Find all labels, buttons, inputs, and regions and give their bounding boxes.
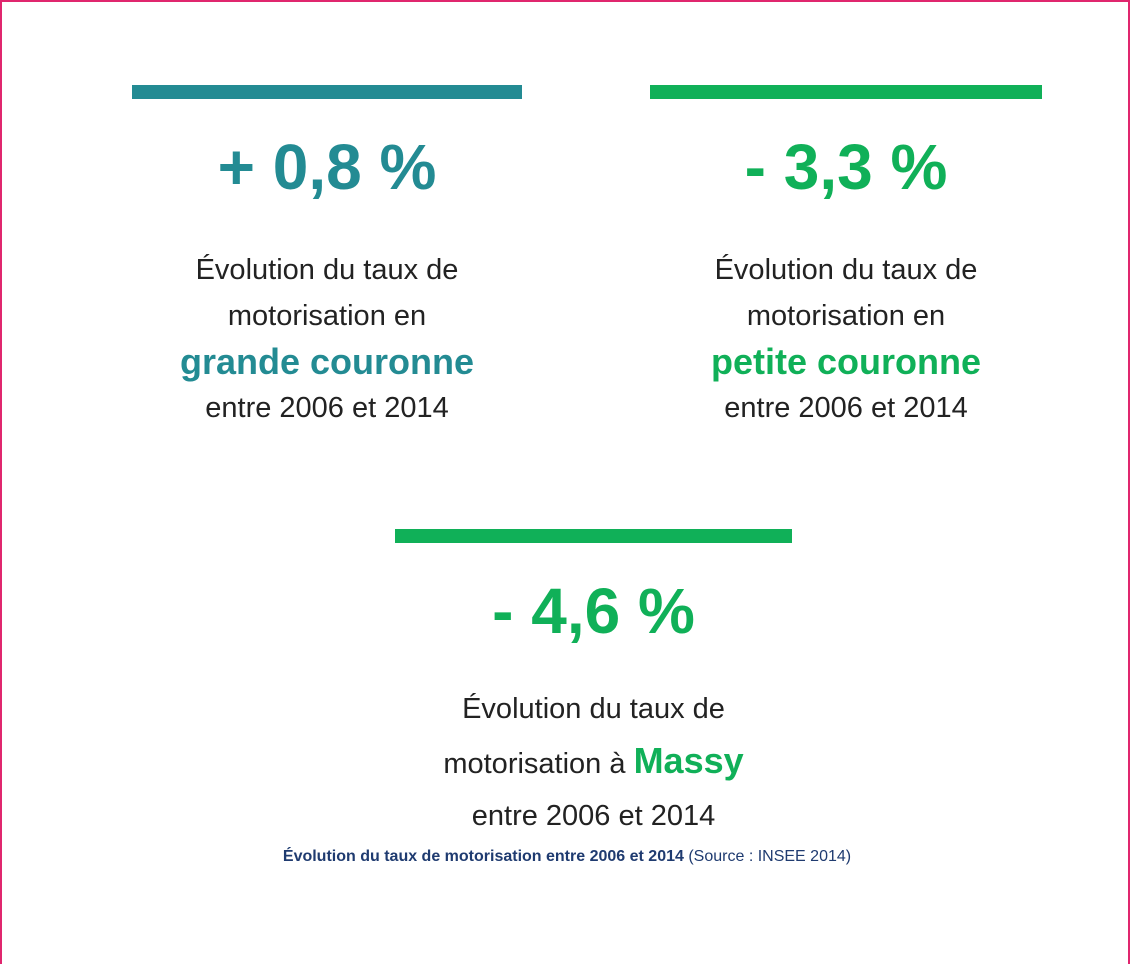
- desc-line: motorisation en: [746, 300, 946, 332]
- period: entre 2006 et 2014: [724, 392, 968, 424]
- accent-bar: [132, 85, 522, 99]
- desc-line: motorisation en: [227, 300, 427, 332]
- desc-line-wrap: motorisation à Massy: [395, 735, 792, 790]
- stat-value: - 4,6 %: [492, 575, 695, 647]
- period: entre 2006 et 2014: [471, 800, 716, 832]
- stat-description: Évolution du taux de motorisation en pet…: [650, 247, 1042, 431]
- accent-bar: [650, 85, 1042, 99]
- period: entre 2006 et 2014: [205, 392, 449, 424]
- stat-value: + 0,8 %: [217, 131, 437, 203]
- desc-line: Évolution du taux de: [714, 254, 978, 286]
- caption-source: (Source : INSEE 2014): [688, 848, 852, 865]
- stat-description: Évolution du taux de motorisation en gra…: [132, 247, 522, 431]
- stat-value: - 3,3 %: [744, 131, 948, 203]
- caption-title: Évolution du taux de motorisation entre …: [282, 848, 684, 865]
- desc-line: Évolution du taux de: [195, 254, 459, 286]
- highlight: petite couronne: [710, 341, 982, 382]
- stat-block: - 4,6 % Évolution du taux de motorisatio…: [395, 529, 792, 842]
- desc-line: motorisation à: [443, 748, 626, 780]
- stat-block: + 0,8 % Évolution du taux de motorisatio…: [132, 85, 522, 431]
- stat-description: Évolution du taux de motorisation à Mass…: [395, 683, 792, 842]
- caption: Évolution du taux de motorisation entre …: [2, 848, 1130, 866]
- desc-line: Évolution du taux de: [462, 693, 725, 725]
- accent-bar: [395, 529, 792, 543]
- highlight: Massy: [633, 740, 744, 781]
- highlight: grande couronne: [179, 341, 475, 382]
- stat-block: - 3,3 % Évolution du taux de motorisatio…: [650, 85, 1042, 431]
